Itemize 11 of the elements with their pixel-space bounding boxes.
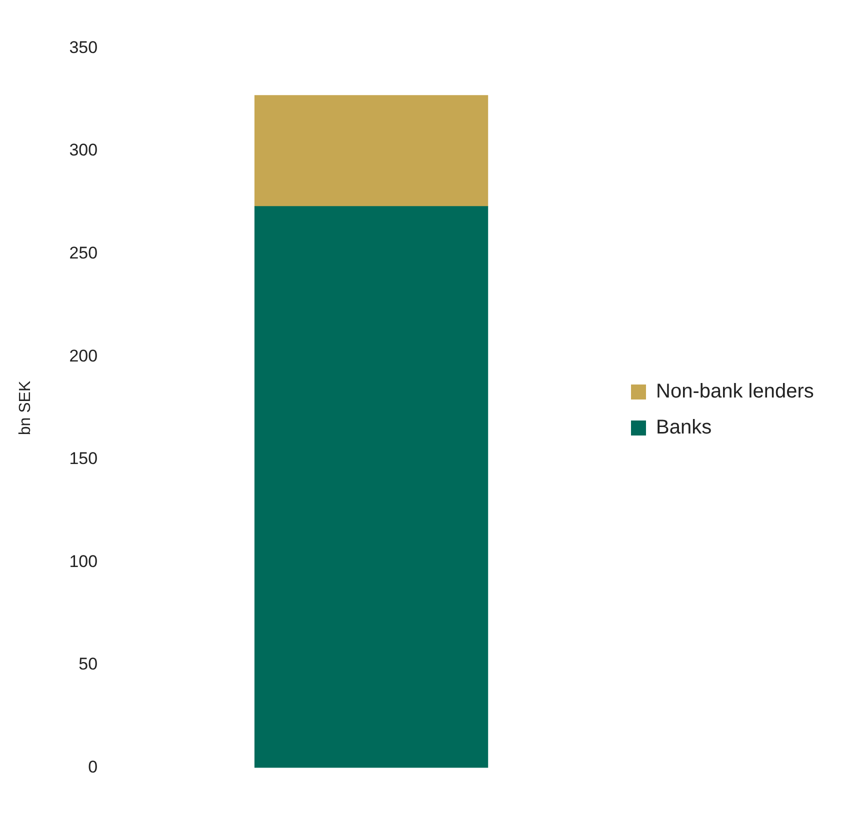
legend-label: Banks [656,416,712,439]
y-tick-label: 200 [69,346,98,366]
y-tick-label: 300 [69,140,98,160]
y-axis-title: bn SEK [17,380,34,436]
y-tick-label: 0 [88,757,98,776]
y-tick-label: 250 [69,243,98,262]
y-tick-label: 350 [69,38,98,57]
y-tick-label: 100 [69,552,98,571]
y-tick-label: 50 [78,654,98,674]
legend-label: Non-bank lenders [656,380,814,403]
y-tick-label: 150 [69,449,98,468]
